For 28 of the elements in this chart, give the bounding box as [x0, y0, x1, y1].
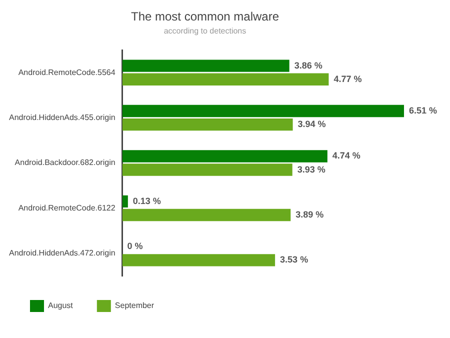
chart-title: The most common malware: [130, 10, 280, 24]
bar: [122, 195, 128, 208]
legend-label: August: [48, 301, 74, 310]
data-label: 3.94 %: [298, 119, 326, 130]
y-tick-label: Android.HiddenAds.472.origin: [8, 248, 116, 258]
data-label: 3.53 %: [280, 254, 308, 265]
data-label: 4.74 %: [332, 150, 360, 161]
bar: [122, 118, 293, 131]
bar: [122, 150, 328, 162]
bar: [122, 164, 292, 176]
data-label: 3.93 %: [297, 164, 326, 174]
legend-label: September: [114, 301, 154, 310]
chart-subtitle: according to detections: [164, 26, 246, 36]
data-label: 4.77 %: [334, 74, 362, 84]
bar: [122, 104, 404, 118]
bar: [122, 254, 276, 266]
data-label: 3.86 %: [294, 60, 322, 70]
bar: [122, 73, 329, 86]
y-tick-label: Android.RemoteCode.6122: [18, 203, 116, 212]
y-tick-label: Android.Backdoor.682.origin: [14, 158, 116, 168]
data-label: 6.51 %: [409, 106, 438, 116]
y-tick-label: Android.HiddenAds.455.origin: [8, 113, 116, 122]
y-tick-label: Android.RemoteCode.5564: [18, 68, 116, 77]
data-label: 3.89 %: [296, 209, 324, 220]
data-label: 0 %: [127, 241, 143, 252]
bar: [122, 60, 290, 72]
data-label: 0.13 %: [132, 196, 161, 206]
bar: [122, 208, 291, 222]
